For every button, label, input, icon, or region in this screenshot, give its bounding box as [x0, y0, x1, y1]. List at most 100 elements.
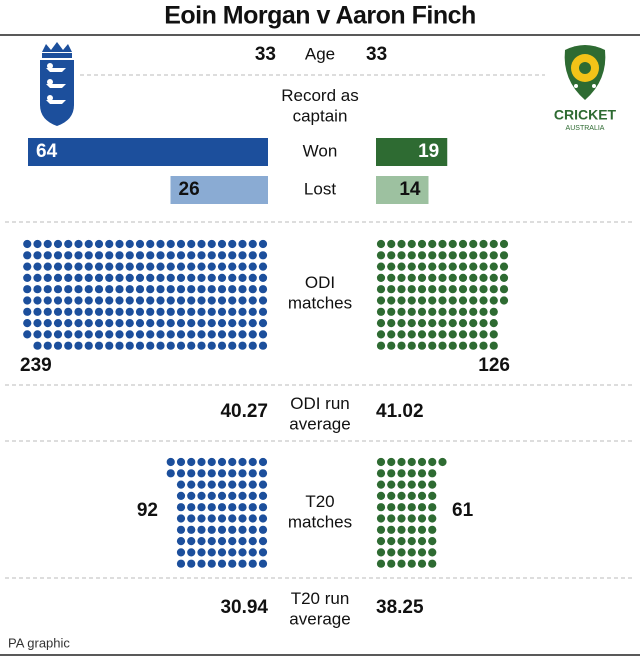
dot: [197, 330, 206, 339]
dot: [115, 251, 124, 260]
dot: [228, 330, 237, 339]
dot: [187, 457, 196, 467]
dot: [248, 307, 257, 316]
dot: [84, 341, 93, 350]
dot: [387, 296, 396, 305]
dot: [428, 319, 437, 328]
dot: [228, 319, 237, 328]
dot: [187, 548, 196, 557]
dot: [489, 285, 498, 294]
dot: [176, 537, 186, 546]
dot: [207, 239, 216, 249]
dot: [53, 239, 63, 249]
dot: [469, 307, 478, 316]
dot: [166, 273, 175, 282]
dot: [428, 491, 437, 500]
dot: [74, 330, 83, 339]
dot: [146, 251, 155, 260]
dot: [74, 262, 83, 271]
dot: [135, 330, 145, 339]
dot: [376, 503, 386, 512]
dot: [499, 273, 509, 282]
dot: [438, 273, 447, 282]
dot: [43, 251, 52, 260]
dot: [397, 457, 406, 467]
dot: [23, 262, 32, 271]
dot: [417, 491, 427, 500]
dot: [428, 525, 437, 534]
dot: [458, 251, 468, 260]
dot: [105, 330, 114, 339]
dot: [238, 341, 247, 350]
dot: [176, 239, 186, 249]
dot: [156, 330, 165, 339]
dot: [238, 251, 247, 260]
dot: [187, 239, 196, 249]
dot: [176, 491, 186, 500]
dot: [428, 480, 437, 489]
dot: [428, 273, 437, 282]
dot: [23, 296, 32, 305]
dot: [479, 262, 488, 271]
dot: [187, 285, 196, 294]
dot: [428, 296, 437, 305]
dot: [238, 330, 247, 339]
dot: [166, 296, 175, 305]
dot: [407, 537, 416, 546]
england-logo: [40, 42, 74, 126]
dot: [105, 262, 114, 271]
dot: [33, 341, 42, 350]
dot: [228, 273, 237, 282]
dot: [448, 341, 457, 350]
dot: [197, 319, 206, 328]
dot: [187, 491, 196, 500]
dot: [207, 307, 216, 316]
dot: [228, 480, 237, 489]
dot: [64, 285, 73, 294]
dot: [125, 273, 134, 282]
dot: [248, 469, 257, 478]
dot: [376, 514, 386, 523]
dot: [207, 262, 216, 271]
dot: [207, 285, 216, 294]
dot: [217, 491, 227, 500]
dot: [176, 273, 186, 282]
dot: [187, 537, 196, 546]
dot: [448, 262, 457, 271]
dot: [469, 239, 478, 249]
dot: [458, 285, 468, 294]
dot: [53, 341, 63, 350]
dot: [228, 307, 237, 316]
dot: [258, 296, 268, 305]
dot: [407, 239, 416, 249]
dot: [125, 251, 134, 260]
dot: [94, 341, 104, 350]
dot: [94, 307, 104, 316]
dot: [387, 319, 396, 328]
value: 38.25: [376, 597, 424, 618]
dot: [376, 469, 386, 478]
dot: [387, 503, 396, 512]
dot: [228, 457, 237, 467]
dot: [238, 537, 247, 546]
dot: [217, 469, 227, 478]
dot: [479, 239, 488, 249]
dot: [166, 341, 175, 350]
row-label: T20 run: [291, 589, 350, 608]
dot: [43, 296, 52, 305]
dot: [228, 239, 237, 249]
dot: [94, 319, 104, 328]
dot: [146, 296, 155, 305]
dot: [197, 273, 206, 282]
row-label: average: [289, 415, 350, 434]
row-label: Won: [303, 141, 338, 160]
dot: [187, 559, 196, 568]
row-label: Record as: [281, 86, 358, 105]
dot: [43, 307, 52, 316]
dot: [43, 319, 52, 328]
dot: [94, 296, 104, 305]
dot: [187, 307, 196, 316]
dot: [84, 239, 93, 249]
dot: [135, 251, 145, 260]
title: Eoin Morgan v Aaron Finch: [164, 2, 476, 30]
